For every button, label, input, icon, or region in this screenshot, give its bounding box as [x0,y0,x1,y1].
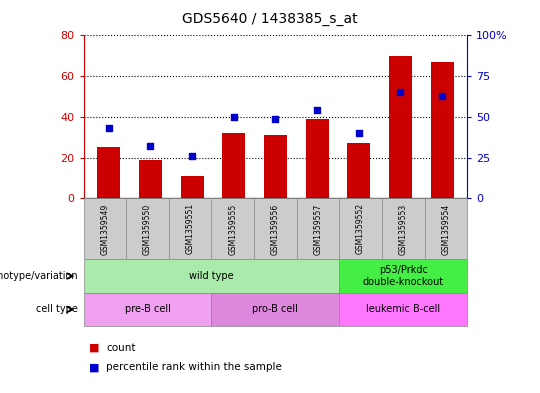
Text: cell type: cell type [36,305,78,314]
Bar [389,56,412,198]
Bar [306,119,328,198]
Text: GSM1359550: GSM1359550 [143,203,152,255]
Text: ■: ■ [89,343,99,353]
Bar [139,160,162,198]
Point [396,89,405,95]
Text: GSM1359552: GSM1359552 [356,203,365,255]
Text: count: count [106,343,136,353]
Text: wild type: wild type [189,271,234,281]
Text: GDS5640 / 1438385_s_at: GDS5640 / 1438385_s_at [182,12,358,26]
Text: GSM1359551: GSM1359551 [186,203,195,255]
Point [188,153,197,159]
Text: pro-B cell: pro-B cell [253,305,298,314]
Text: GSM1359549: GSM1359549 [100,203,110,255]
Bar [180,176,204,198]
Text: GSM1359557: GSM1359557 [314,203,322,255]
Text: leukemic B-cell: leukemic B-cell [366,305,440,314]
Point [230,114,238,120]
Point [313,107,321,114]
Text: ■: ■ [89,362,99,373]
Text: GSM1359555: GSM1359555 [228,203,237,255]
Text: percentile rank within the sample: percentile rank within the sample [106,362,282,373]
Text: pre-B cell: pre-B cell [125,305,171,314]
Bar [222,133,245,198]
Point [146,143,154,149]
Text: GSM1359553: GSM1359553 [399,203,408,255]
Point [438,93,447,99]
Point [104,125,113,132]
Bar [97,147,120,198]
Bar [347,143,370,198]
Text: genotype/variation: genotype/variation [0,271,78,281]
Bar [430,62,454,198]
Point [271,116,280,122]
Text: GSM1359554: GSM1359554 [441,203,450,255]
Text: GSM1359556: GSM1359556 [271,203,280,255]
Point [354,130,363,136]
Bar [264,135,287,198]
Text: p53/Prkdc
double-knockout: p53/Prkdc double-knockout [363,265,444,287]
